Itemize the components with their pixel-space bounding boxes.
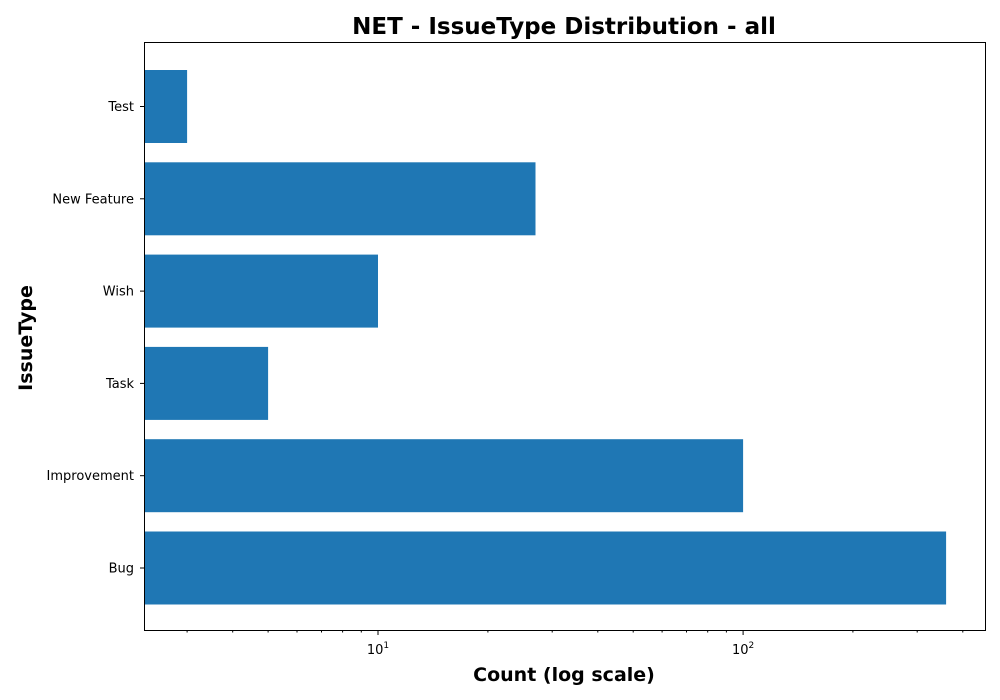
- x-ticks-group: 101 102: [186, 630, 964, 658]
- bars-group: [145, 70, 947, 605]
- x-tick-exponent: 2: [749, 641, 755, 651]
- y-tick-label-task: Task: [105, 377, 135, 392]
- x-tick-base: 10: [732, 643, 749, 658]
- x-tick-base: 10: [367, 643, 384, 658]
- y-tick-label-improvement: Improvement: [47, 469, 134, 484]
- plot-frame: [144, 42, 986, 631]
- bar-test: [145, 70, 188, 143]
- y-axis-label: IssueType: [15, 285, 37, 391]
- bar-bug: [145, 531, 947, 605]
- y-ticks-group: Bug Improvement Task Wish New Feature Test: [47, 100, 145, 577]
- x-tick-exponent: 1: [383, 641, 389, 651]
- x-axis-label: Count (log scale): [473, 664, 655, 686]
- bar-task: [145, 346, 269, 420]
- y-tick-label-wish: Wish: [103, 285, 134, 300]
- chart-title: NET - IssueType Distribution - all: [352, 14, 776, 40]
- bar-new-feature: [145, 162, 536, 236]
- x-tick-label: 102: [732, 641, 754, 658]
- y-tick-label-new-feature: New Feature: [52, 192, 134, 207]
- y-tick-label-test: Test: [107, 100, 134, 115]
- bar-improvement: [145, 439, 744, 513]
- y-tick-label-bug: Bug: [109, 562, 134, 577]
- x-tick-label: 101: [367, 641, 389, 658]
- bar-wish: [145, 254, 378, 328]
